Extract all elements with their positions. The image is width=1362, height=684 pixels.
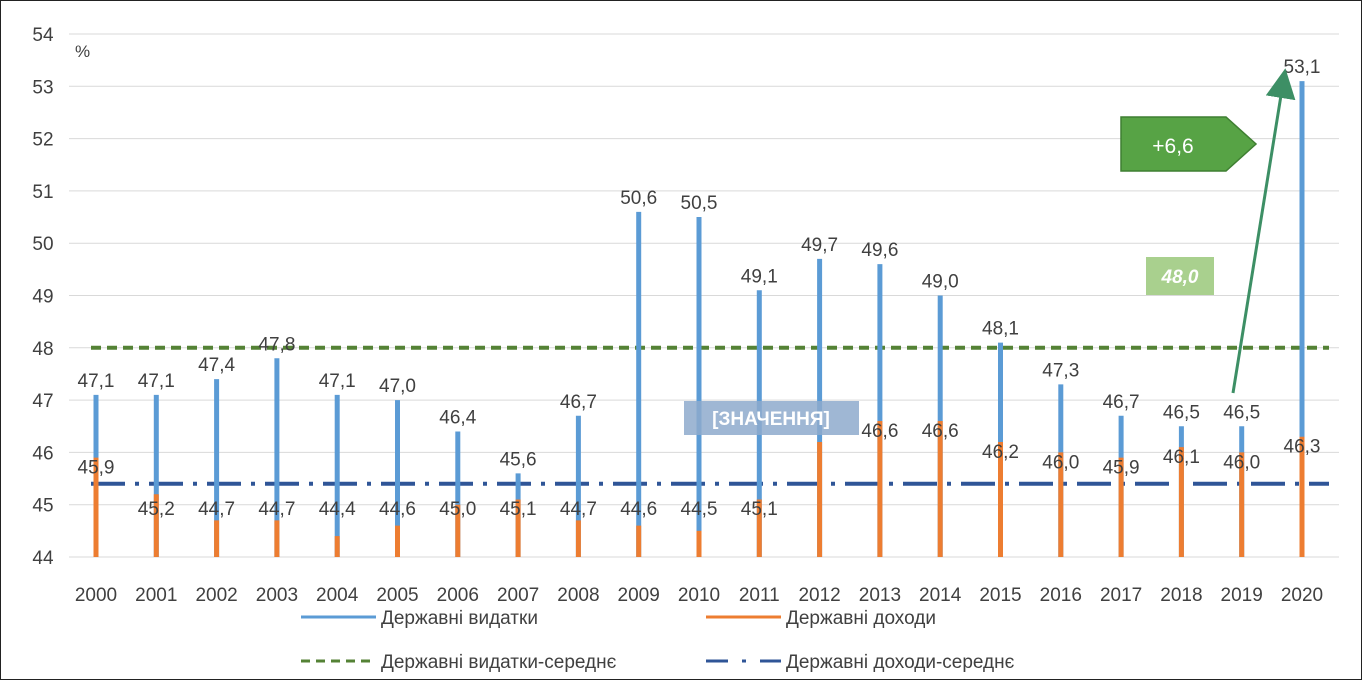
expenditure-value-label: 50,5 [681,193,718,214]
series-bars [93,81,1305,557]
revenue-value-label: 44,7 [258,499,295,520]
expenditure-value-label: 46,5 [1163,402,1200,423]
expenditure-value-label: 46,4 [439,407,476,428]
difference-callout-shape [1120,116,1258,172]
x-tick-label: 2002 [195,585,237,606]
expenditure-value-label: 47,1 [319,371,356,392]
difference-arrow [1231,68,1296,394]
y-axis-ticks: 44 45 46 47 48 49 50 51 52 53 54 [32,25,54,569]
legend-label: Державні видатки [381,608,538,629]
y-tick-label: 49 [32,287,53,308]
y-tick-label: 51 [32,182,53,203]
x-tick-label: 2011 [739,585,780,606]
x-tick-label: 2001 [135,585,177,606]
revenue-value-label: 44,7 [560,499,597,520]
revenue-value-label: 45,9 [1103,458,1140,479]
revenue-value-label: 46,6 [861,421,898,442]
x-tick-label: 2017 [1100,585,1142,606]
data-labels: 47,1 45,9 47,1 45,2 47,4 44,7 47,8 44,7 47,1 44,4… [78,57,1321,520]
y-tick-label: 54 [32,25,54,46]
y-tick-label: 46 [32,443,53,464]
expenditure-value-label: 49,7 [801,235,838,256]
y-tick-label: 53 [32,77,53,98]
revenue-value-label: 44,4 [319,499,356,520]
expenditure-value-label: 49,1 [741,266,778,287]
x-tick-label: 2007 [497,585,539,606]
revenue-value-label: 44,5 [681,499,718,520]
average-value-label: 48,0 [1161,267,1199,288]
x-tick-label: 2012 [798,585,840,606]
expenditure-value-label: 47,0 [379,376,416,397]
x-tick-label: 2006 [437,585,479,606]
y-tick-label: 52 [32,130,53,151]
legend-label: Державні видатки-середнє [381,652,617,673]
expenditure-value-label: 47,1 [138,371,175,392]
expenditure-value-label: 46,5 [1223,402,1260,423]
y-tick-label: 48 [32,339,53,360]
x-tick-label: 2010 [678,585,720,606]
revenue-value-label: 45,0 [439,499,476,520]
placeholder-label: [ЗНАЧЕННЯ] [712,409,830,430]
y-tick-label: 47 [32,391,53,412]
x-tick-label: 2015 [979,585,1021,606]
revenue-value-label: 46,0 [1042,452,1079,473]
expenditure-value-label: 49,0 [922,272,959,293]
x-tick-label: 2020 [1281,585,1323,606]
legend-label: Державні доходи [786,608,936,629]
expenditure-value-label: 45,6 [500,449,537,470]
expenditure-value-label: 48,1 [982,319,1019,340]
y-tick-label: 45 [32,496,53,517]
revenue-value-label: 45,1 [500,499,537,520]
expenditure-value-label: 46,7 [1103,392,1140,413]
expenditure-value-label: 47,3 [1042,360,1079,381]
y-tick-label: 44 [32,548,54,569]
revenue-value-label: 44,6 [379,499,416,520]
legend-label: Державні доходи-середнє [786,652,1015,673]
placeholder-label-box [684,401,859,435]
y-unit-label: % [75,42,90,61]
expenditure-value-label: 53,1 [1284,57,1321,78]
x-tick-label: 2016 [1040,585,1082,606]
revenue-value-label: 46,0 [1223,452,1260,473]
revenue-value-label: 45,2 [138,499,175,520]
revenue-value-label: 46,3 [1284,437,1321,458]
expenditure-value-label: 46,7 [560,392,597,413]
x-tick-label: 2009 [618,585,660,606]
x-axis-ticks: 2000 2001 2002 2003 2004 2005 2006 2007 2008 2009… [75,585,1323,606]
x-tick-label: 2005 [376,585,418,606]
y-tick-label: 50 [32,234,53,255]
expenditure-value-label: 47,8 [258,334,295,355]
revenue-value-label: 46,6 [922,421,959,442]
revenue-value-label: 44,6 [620,499,657,520]
expenditure-value-label: 47,1 [78,371,115,392]
x-tick-label: 2008 [557,585,599,606]
x-tick-label: 2000 [75,585,117,606]
x-tick-label: 2003 [256,585,298,606]
x-tick-label: 2018 [1160,585,1202,606]
revenue-value-label: 45,9 [78,458,115,479]
revenue-value-label: 44,7 [198,499,235,520]
expenditure-value-label: 47,4 [198,355,235,376]
revenue-value-label: 46,2 [982,442,1019,463]
grid-lines [69,33,1339,558]
expenditure-value-label: 49,6 [861,240,898,261]
average-value-box [1146,257,1214,295]
x-tick-label: 2014 [919,585,962,606]
x-tick-label: 2019 [1221,585,1263,606]
revenue-value-label: 45,1 [741,499,778,520]
x-tick-label: 2013 [859,585,901,606]
difference-callout-label: +6,6 [1152,135,1193,158]
legend: Державні видатки Державні доходи Державні … [301,608,1015,673]
x-tick-label: 2004 [316,585,359,606]
revenue-value-label: 46,1 [1163,447,1200,468]
expenditure-value-label: 50,6 [620,188,657,209]
